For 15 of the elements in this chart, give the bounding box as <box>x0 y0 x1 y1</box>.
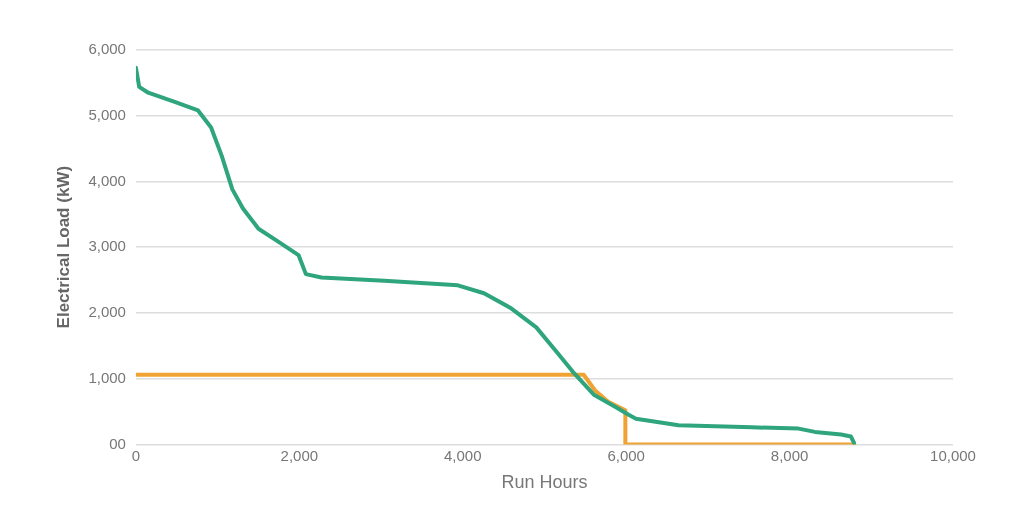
x-tick-label: 0 <box>131 446 141 464</box>
x-tick-label: 10,000 <box>930 446 976 464</box>
x-tick-label: 2,000 <box>280 446 319 464</box>
y-tick-label: 6,000 <box>88 40 126 58</box>
y-tick-label: 2,000 <box>88 303 126 321</box>
x-axis-title: Run Hours <box>501 472 588 493</box>
x-tick-label: 6,000 <box>607 446 645 464</box>
y-tick-label: 5,000 <box>88 105 126 123</box>
y-axis-title: Electrical Load (kW) <box>53 165 73 329</box>
x-tick-label: 4,000 <box>443 446 482 464</box>
x-tick-label: 8,000 <box>770 446 809 464</box>
y-tick-label: 1,000 <box>88 368 126 386</box>
y-tick-label: 3,000 <box>88 237 126 255</box>
y-tick-label: 4,000 <box>88 171 126 189</box>
y-tick-label: 00 <box>109 434 126 452</box>
